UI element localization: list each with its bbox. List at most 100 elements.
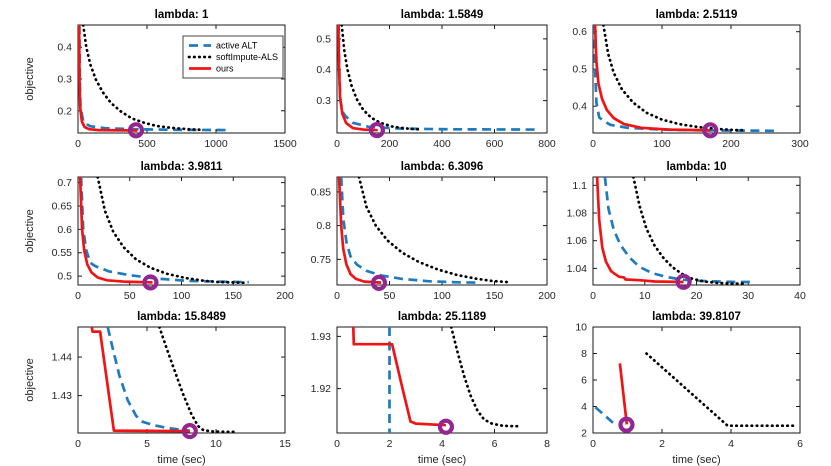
y-tick-label: 0.75 xyxy=(311,254,332,266)
series-softimpute-line xyxy=(357,177,509,284)
x-axis-label: time (sec) xyxy=(157,454,205,466)
y-tick-label: 0.65 xyxy=(52,200,73,212)
y-tick-label: 10 xyxy=(575,322,587,334)
x-tick-label: 150 xyxy=(486,290,504,302)
series-softimpute-line xyxy=(602,25,745,132)
x-tick-label: 0 xyxy=(334,438,340,450)
x-tick-label: 50 xyxy=(124,290,136,302)
y-tick-label: 1.06 xyxy=(567,235,588,247)
subplot-cell: 0 2 4 6 8 1.92 1.93 lambda: 25.1189 time (sec) xyxy=(296,307,566,466)
axes-box xyxy=(592,24,801,134)
series-ours-line xyxy=(351,327,446,427)
convergence-marker xyxy=(127,122,145,139)
convergence-marker xyxy=(181,422,198,440)
x-tick-label: 150 xyxy=(224,290,242,302)
y-tick-label: 1.08 xyxy=(567,208,588,220)
y-tick-label: 0.5 xyxy=(57,271,72,283)
series-ours-line xyxy=(618,363,629,425)
y-axis-label: objective xyxy=(24,57,36,100)
plot-canvas: 0 10 20 30 40 1.04 1.06 1.08 1.1 lambda: 10 xyxy=(567,161,806,302)
plot-title: lambda: 6.3096 xyxy=(401,161,483,173)
plot-canvas: 0 5 10 15 1.43 1.44 lambda: 15.8489 objective ti… xyxy=(24,311,291,466)
x-tick-label: 2 xyxy=(387,438,393,450)
x-tick-label: 1000 xyxy=(204,138,228,150)
plot-title: lambda: 1.5849 xyxy=(401,9,483,21)
series-ours-line xyxy=(78,25,138,132)
x-tick-label: 400 xyxy=(433,138,451,150)
convergence-marker xyxy=(675,273,692,290)
plot-canvas: 0 2 4 6 8 1.92 1.93 lambda: 25.1189 time (sec) xyxy=(311,311,551,466)
x-tick-label: 0 xyxy=(334,138,340,150)
plot-canvas: 0 50 100 150 200 0.75 0.8 0.85 lambda: 6.3096 xyxy=(311,161,556,302)
y-tick-label: 0.8 xyxy=(316,220,331,232)
y-tick-label: 0.6 xyxy=(57,224,72,236)
y-tick-label: 1.1 xyxy=(572,180,587,192)
convergence-marker xyxy=(370,274,388,291)
series-ours-line xyxy=(337,25,378,132)
plot-title: lambda: 2.5119 xyxy=(656,9,738,21)
x-tick-label: 200 xyxy=(722,138,740,150)
x-axis-label: time (sec) xyxy=(672,454,720,466)
plot-title: lambda: 10 xyxy=(666,161,726,173)
y-tick-label: 6 xyxy=(581,375,587,387)
subplot-cell: 0 10 20 30 40 1.04 1.06 1.08 1.1 lambda: 10 xyxy=(566,155,831,307)
series-group xyxy=(90,327,236,433)
series-softimpute-line xyxy=(449,327,523,428)
y-tick-label: 0.55 xyxy=(52,247,73,259)
series-group xyxy=(595,177,754,285)
series-active_alt-line xyxy=(79,177,249,284)
x-tick-label: 0 xyxy=(590,438,596,450)
series-ours-line xyxy=(78,177,153,284)
x-tick-label: 200 xyxy=(276,290,294,302)
subplot-cell: 0 100 200 300 0.4 0.5 0.6 lambda: 2.5119 xyxy=(566,0,831,155)
y-tick-label: 0.4 xyxy=(57,42,72,54)
convergence-marker xyxy=(618,416,635,433)
series-active_alt-line xyxy=(603,177,754,284)
y-tick-label: 1.43 xyxy=(52,390,73,402)
series-group xyxy=(337,177,509,284)
plot-title: lambda: 25.1189 xyxy=(398,311,486,323)
series-active_alt-line xyxy=(593,25,776,133)
y-tick-label: 0.6 xyxy=(572,26,587,38)
series-softimpute-line xyxy=(81,25,204,132)
axes-box xyxy=(77,176,286,286)
plot-title: lambda: 1 xyxy=(155,9,209,21)
x-tick-label: 600 xyxy=(486,138,504,150)
x-tick-label: 2 xyxy=(659,438,665,450)
convergence-marker xyxy=(702,122,719,139)
series-softimpute-line xyxy=(340,25,420,131)
convergence-marker xyxy=(437,418,455,435)
x-tick-label: 40 xyxy=(794,290,806,302)
plot-canvas: 0 500 1000 1500 0.2 0.3 0.4 lambda: 1 objective a… xyxy=(24,9,297,150)
y-tick-label: 0.5 xyxy=(316,33,331,45)
series-group xyxy=(351,327,523,433)
series-group xyxy=(594,352,795,428)
plot-title: lambda: 39.8107 xyxy=(652,311,741,323)
x-tick-label: 50 xyxy=(384,290,396,302)
x-tick-label: 10 xyxy=(639,290,651,302)
series-active_alt-line xyxy=(594,406,616,426)
y-tick-label: 0.3 xyxy=(57,74,72,86)
y-tick-label: 0.2 xyxy=(57,105,72,117)
legend-label-ours: ours xyxy=(216,64,234,74)
legend-label-active_alt: active ALT xyxy=(216,41,258,51)
convergence-marker xyxy=(368,121,386,139)
series-group xyxy=(78,177,249,285)
x-axis-label: time (sec) xyxy=(418,454,466,466)
axes-box xyxy=(77,326,286,434)
y-tick-label: 0.5 xyxy=(572,63,587,75)
legend-label-softimpute: softImpute-ALS xyxy=(216,52,278,62)
y-tick-label: 0.4 xyxy=(572,101,587,113)
x-tick-label: 100 xyxy=(173,290,191,302)
x-tick-label: 0 xyxy=(334,290,340,302)
axes-box xyxy=(592,176,801,286)
x-tick-label: 800 xyxy=(538,138,556,150)
x-tick-label: 200 xyxy=(538,290,556,302)
x-tick-label: 4 xyxy=(728,438,734,450)
y-tick-label: 0.4 xyxy=(316,64,331,76)
x-tick-label: 300 xyxy=(791,138,809,150)
x-tick-label: 8 xyxy=(544,438,550,450)
